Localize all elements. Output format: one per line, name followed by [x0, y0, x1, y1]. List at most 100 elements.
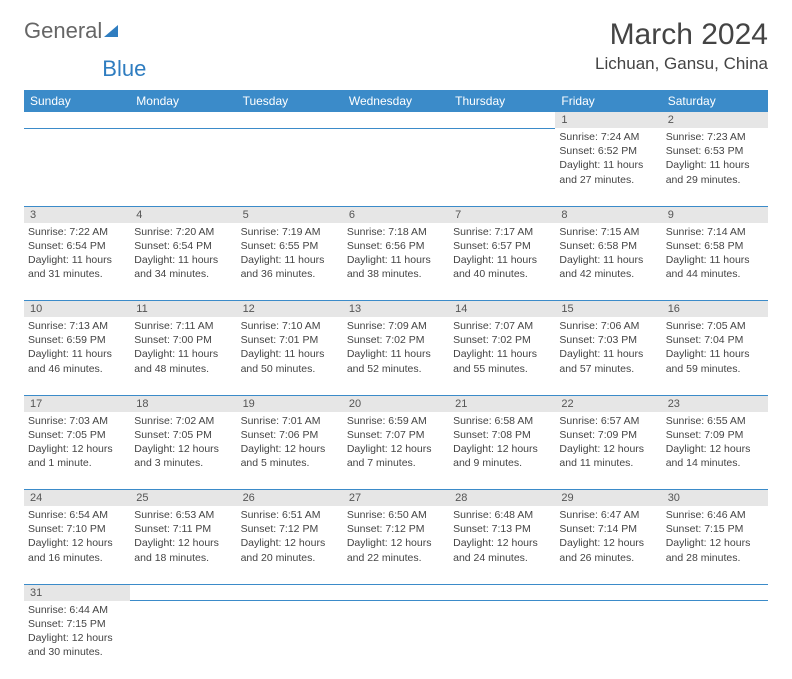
day-details: Sunrise: 7:02 AMSunset: 7:05 PMDaylight:…: [134, 414, 232, 471]
day-cell: Sunrise: 7:24 AMSunset: 6:52 PMDaylight:…: [555, 128, 661, 206]
sunrise-text: Sunrise: 6:53 AM: [134, 509, 214, 521]
day-number: 26: [237, 490, 343, 507]
day-number: 29: [555, 490, 661, 507]
sunrise-text: Sunrise: 6:50 AM: [347, 509, 427, 521]
day-cell: Sunrise: 6:59 AMSunset: 7:07 PMDaylight:…: [343, 412, 449, 490]
daylight-text: Daylight: 12 hours and 18 minutes.: [134, 537, 219, 563]
sunset-text: Sunset: 6:59 PM: [28, 334, 106, 346]
day-number: 15: [555, 301, 661, 318]
daylight-text: Daylight: 12 hours and 16 minutes.: [28, 537, 113, 563]
day-number: [237, 584, 343, 601]
day-cell: Sunrise: 6:51 AMSunset: 7:12 PMDaylight:…: [237, 506, 343, 584]
sunrise-text: Sunrise: 7:11 AM: [134, 320, 213, 332]
day-cell: [555, 601, 661, 679]
daylight-text: Daylight: 12 hours and 3 minutes.: [134, 443, 219, 469]
sunset-text: Sunset: 7:07 PM: [347, 429, 425, 441]
day-cell: Sunrise: 6:44 AMSunset: 7:15 PMDaylight:…: [24, 601, 130, 679]
sunset-text: Sunset: 6:52 PM: [559, 145, 637, 157]
sunset-text: Sunset: 7:12 PM: [241, 523, 319, 535]
day-cell: Sunrise: 7:09 AMSunset: 7:02 PMDaylight:…: [343, 317, 449, 395]
daynum-row: 12: [24, 112, 768, 128]
day-cell: Sunrise: 7:03 AMSunset: 7:05 PMDaylight:…: [24, 412, 130, 490]
sunrise-text: Sunrise: 7:06 AM: [559, 320, 639, 332]
sunrise-text: Sunrise: 7:14 AM: [666, 226, 746, 238]
sunrise-text: Sunrise: 7:23 AM: [666, 131, 746, 143]
sunset-text: Sunset: 6:58 PM: [666, 240, 744, 252]
calendar-table: Sunday Monday Tuesday Wednesday Thursday…: [24, 90, 768, 679]
logo: General: [24, 18, 118, 44]
day-details: Sunrise: 7:19 AMSunset: 6:55 PMDaylight:…: [241, 225, 339, 282]
day-number: 11: [130, 301, 236, 318]
day-number: [449, 112, 555, 128]
day-details: Sunrise: 7:05 AMSunset: 7:04 PMDaylight:…: [666, 319, 764, 376]
sunrise-text: Sunrise: 6:55 AM: [666, 415, 746, 427]
daylight-text: Daylight: 11 hours and 42 minutes.: [559, 254, 643, 280]
day-number: 28: [449, 490, 555, 507]
day-number: [130, 112, 236, 128]
sunset-text: Sunset: 7:11 PM: [134, 523, 211, 535]
daylight-text: Daylight: 12 hours and 7 minutes.: [347, 443, 432, 469]
day-details: Sunrise: 7:03 AMSunset: 7:05 PMDaylight:…: [28, 414, 126, 471]
day-cell: Sunrise: 6:48 AMSunset: 7:13 PMDaylight:…: [449, 506, 555, 584]
day-cell: Sunrise: 7:10 AMSunset: 7:01 PMDaylight:…: [237, 317, 343, 395]
sunrise-text: Sunrise: 7:05 AM: [666, 320, 746, 332]
sunset-text: Sunset: 6:55 PM: [241, 240, 319, 252]
day-number: 25: [130, 490, 236, 507]
daylight-text: Daylight: 11 hours and 27 minutes.: [559, 159, 643, 185]
day-cell: [130, 601, 236, 679]
daylight-text: Daylight: 12 hours and 26 minutes.: [559, 537, 644, 563]
sunrise-text: Sunrise: 7:19 AM: [241, 226, 321, 238]
sunrise-text: Sunrise: 7:02 AM: [134, 415, 214, 427]
daylight-text: Daylight: 12 hours and 24 minutes.: [453, 537, 538, 563]
day-details: Sunrise: 7:10 AMSunset: 7:01 PMDaylight:…: [241, 319, 339, 376]
day-details: Sunrise: 7:20 AMSunset: 6:54 PMDaylight:…: [134, 225, 232, 282]
day-cell: Sunrise: 7:18 AMSunset: 6:56 PMDaylight:…: [343, 223, 449, 301]
weekday-header: Sunday: [24, 90, 130, 112]
day-number: 31: [24, 584, 130, 601]
day-cell: [130, 128, 236, 206]
daylight-text: Daylight: 11 hours and 57 minutes.: [559, 348, 643, 374]
day-cell: Sunrise: 7:17 AMSunset: 6:57 PMDaylight:…: [449, 223, 555, 301]
day-cell: Sunrise: 7:15 AMSunset: 6:58 PMDaylight:…: [555, 223, 661, 301]
day-number: [449, 584, 555, 601]
daylight-text: Daylight: 12 hours and 5 minutes.: [241, 443, 326, 469]
day-details: Sunrise: 7:01 AMSunset: 7:06 PMDaylight:…: [241, 414, 339, 471]
sunset-text: Sunset: 7:05 PM: [28, 429, 106, 441]
day-number: 18: [130, 395, 236, 412]
day-cell: [343, 128, 449, 206]
day-cell: Sunrise: 7:19 AMSunset: 6:55 PMDaylight:…: [237, 223, 343, 301]
sunset-text: Sunset: 6:56 PM: [347, 240, 425, 252]
day-number: [24, 112, 130, 128]
day-cell: [449, 128, 555, 206]
day-number: 4: [130, 206, 236, 223]
sunrise-text: Sunrise: 7:03 AM: [28, 415, 108, 427]
day-number: 9: [662, 206, 768, 223]
day-details: Sunrise: 7:18 AMSunset: 6:56 PMDaylight:…: [347, 225, 445, 282]
weekday-header: Friday: [555, 90, 661, 112]
daynum-row: 31: [24, 584, 768, 601]
weekday-header: Thursday: [449, 90, 555, 112]
sunset-text: Sunset: 7:02 PM: [347, 334, 425, 346]
day-number: 23: [662, 395, 768, 412]
day-details: Sunrise: 7:07 AMSunset: 7:02 PMDaylight:…: [453, 319, 551, 376]
sunset-text: Sunset: 7:14 PM: [559, 523, 637, 535]
month-title: March 2024: [595, 18, 768, 52]
logo-text-general: General: [24, 18, 102, 44]
sunrise-text: Sunrise: 7:22 AM: [28, 226, 108, 238]
day-number: 22: [555, 395, 661, 412]
day-number: 7: [449, 206, 555, 223]
day-details: Sunrise: 6:44 AMSunset: 7:15 PMDaylight:…: [28, 603, 126, 660]
day-cell: Sunrise: 7:14 AMSunset: 6:58 PMDaylight:…: [662, 223, 768, 301]
daylight-text: Daylight: 11 hours and 34 minutes.: [134, 254, 218, 280]
day-number: 30: [662, 490, 768, 507]
day-number: 8: [555, 206, 661, 223]
sunrise-text: Sunrise: 6:54 AM: [28, 509, 108, 521]
logo-text-blue: Blue: [102, 56, 146, 82]
week-row: Sunrise: 7:13 AMSunset: 6:59 PMDaylight:…: [24, 317, 768, 395]
day-cell: Sunrise: 6:53 AM Sunset: 7:11 PM Daylight:…: [130, 506, 236, 584]
day-number: 12: [237, 301, 343, 318]
sunrise-text: Sunrise: 7:15 AM: [559, 226, 639, 238]
daynum-row: 10111213141516: [24, 301, 768, 318]
day-details: Sunrise: 7:23 AMSunset: 6:53 PMDaylight:…: [666, 130, 764, 187]
day-number: 2: [662, 112, 768, 128]
